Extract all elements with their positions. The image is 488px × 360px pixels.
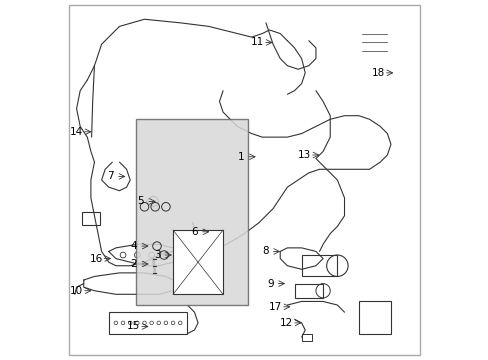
Text: 11: 11: [250, 37, 264, 48]
Text: 2: 2: [130, 259, 137, 269]
Bar: [301, 334, 312, 341]
Text: 8: 8: [262, 247, 268, 256]
Bar: [173, 230, 223, 294]
Text: 18: 18: [371, 68, 384, 78]
Text: 16: 16: [89, 253, 102, 264]
Bar: [301, 255, 337, 276]
Bar: [82, 212, 100, 225]
Text: 9: 9: [266, 279, 273, 289]
Bar: [135, 119, 247, 305]
Text: 7: 7: [107, 171, 114, 181]
Bar: [294, 284, 323, 298]
Bar: [108, 312, 187, 334]
Text: 13: 13: [297, 150, 310, 160]
Text: 1: 1: [237, 152, 244, 162]
Text: 14: 14: [70, 127, 83, 137]
Text: 3: 3: [153, 250, 160, 260]
Text: 6: 6: [191, 227, 198, 237]
Text: 10: 10: [70, 286, 83, 296]
Text: 12: 12: [280, 318, 293, 328]
Text: 5: 5: [137, 197, 144, 206]
Text: 17: 17: [268, 302, 282, 312]
Text: 4: 4: [130, 241, 137, 251]
Text: 15: 15: [127, 321, 140, 332]
Bar: [358, 301, 390, 334]
